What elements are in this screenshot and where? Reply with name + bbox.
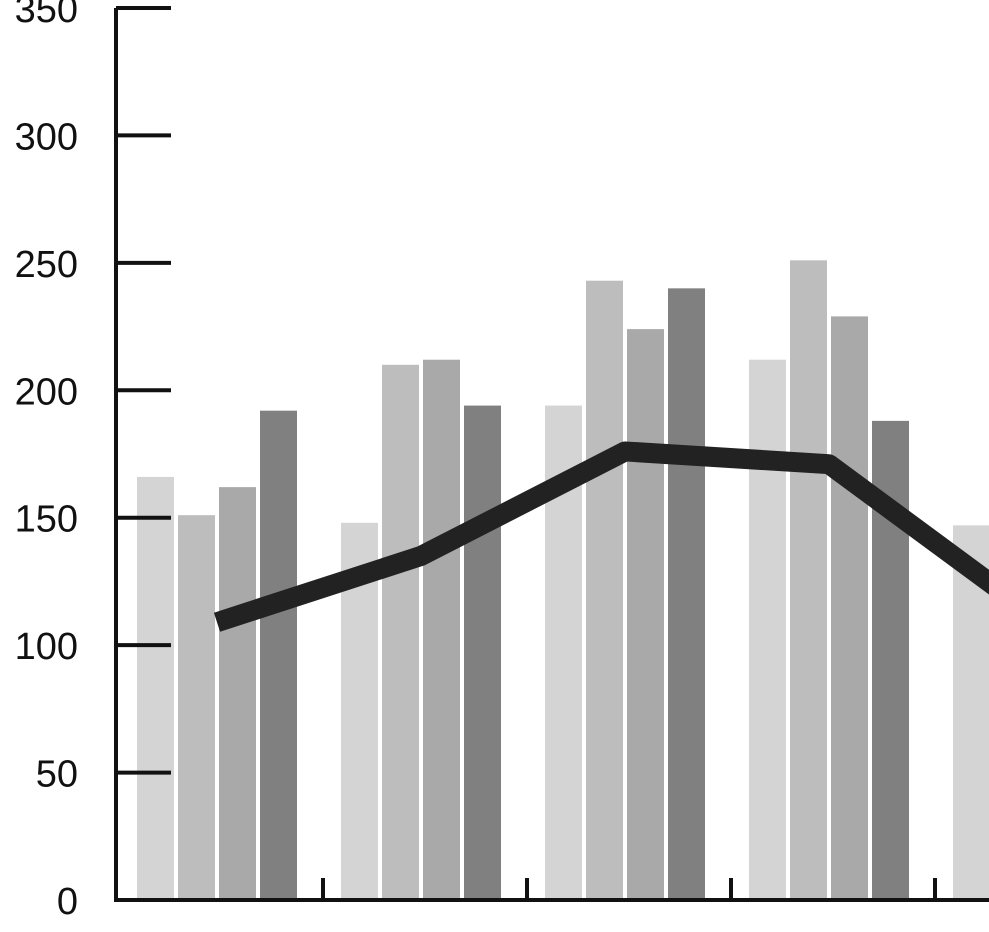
bar-series-4-group-1 — [260, 410, 297, 900]
bar-series-2-group-4 — [790, 260, 827, 900]
bar-series-2-group-1 — [178, 515, 215, 900]
y-tick-label-200: 200 — [15, 371, 78, 413]
bar-series-3-group-4 — [831, 316, 868, 900]
bar-series-3-group-1 — [219, 487, 256, 900]
y-tick-label-350: 350 — [15, 0, 78, 31]
bar-series-4-group-2 — [464, 405, 501, 900]
y-tick-label-250: 250 — [15, 244, 78, 286]
y-tick-label-300: 300 — [15, 116, 78, 158]
bar-series-3-group-3 — [627, 329, 664, 900]
bar-series-2-group-3 — [586, 280, 623, 900]
y-tick-label-50: 50 — [36, 754, 78, 796]
line-layer — [213, 441, 989, 632]
bar-series-2-group-2 — [382, 364, 419, 900]
y-tick-label-150: 150 — [15, 499, 78, 541]
y-tick-label-100: 100 — [15, 626, 78, 668]
bar-series-3-group-2 — [423, 359, 460, 900]
bar-series-1-group-1 — [137, 476, 174, 900]
bar-series-1-group-4 — [749, 359, 786, 900]
axes: 0 50 100 150 200 250 300 350 — [15, 0, 989, 923]
y-tick-label-0: 0 — [57, 881, 78, 923]
bars-layer — [137, 260, 989, 900]
bar-series-4-group-3 — [668, 288, 705, 900]
